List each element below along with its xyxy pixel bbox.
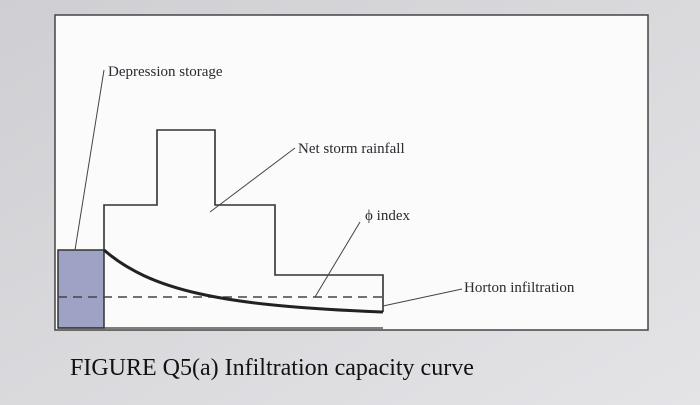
leader-line: [382, 288, 463, 307]
label: Horton infiltration: [464, 280, 575, 296]
depression-storage-block: [57, 249, 105, 329]
leader-line: [209, 147, 296, 213]
label: ϕ index: [365, 208, 410, 224]
label: Net storm rainfall: [298, 141, 405, 157]
label: Depression storage: [108, 64, 223, 80]
figure-frame: [54, 14, 649, 331]
rainfall-hyetograph: [103, 129, 384, 312]
leader-line: [74, 69, 105, 251]
horton-curve: [103, 248, 384, 314]
leader-line: [314, 221, 361, 298]
caption: FIGURE Q5(a) Infiltration capacity curve: [70, 355, 474, 381]
